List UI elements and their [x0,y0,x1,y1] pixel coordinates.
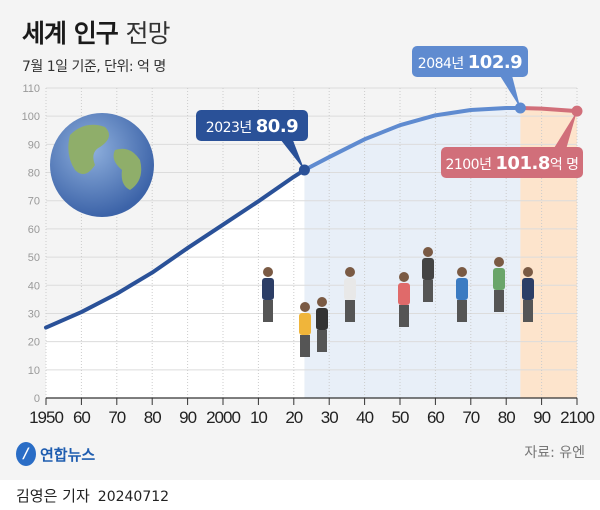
y-tick-label: 80 [28,168,40,180]
chart: 0 10 20 30 40 50 60 70 80 90 100 110 1950 60 70 80 90 200… [22,46,595,427]
byline: 김영은 기자 20240712 [16,485,169,506]
annotation-year: 2100년 [445,157,495,173]
person-legs [399,305,409,327]
line-past [44,168,307,330]
annotation-value: 80.9 [256,116,298,137]
chart-title: 세계 인구 전망 [22,14,170,50]
title-sub: 전망 [125,19,170,48]
x-tick-label: 2000 [206,408,240,427]
annotation-label: 2023년 80.9 [206,116,298,137]
person-body [456,278,468,300]
y-tick-label: 30 [28,308,40,320]
person-body [344,278,356,300]
y-tick-label: 90 [28,139,40,151]
logo-text: 연합뉴스 [40,445,96,464]
person-body [522,278,534,300]
person-legs [523,300,533,322]
y-tick-label: 0 [34,393,40,405]
area-projection [304,108,521,398]
person-head [399,272,409,282]
y-tick-label: 70 [28,196,40,208]
chart-subtitle: 7월 1일 기준, 단위: 억 명 [22,59,166,75]
y-tick-label: 60 [28,224,40,236]
annotation-value: 101.8 [495,153,549,174]
yonhap-logo: / 연합뉴스 [16,442,95,466]
person-head [345,267,355,277]
x-tick-label: 10 [250,408,267,427]
x-tick-label: 20 [285,408,302,427]
annotation-value: 102.9 [468,52,522,73]
title-main: 세계 인구 [22,19,119,48]
person-legs [345,300,355,322]
person-head [457,267,467,277]
annotation-unit: 억 명 [550,157,579,173]
person-legs [423,280,433,302]
x-tick-label: 90 [533,408,550,427]
x-tick-label: 60 [73,408,90,427]
person-body [316,308,328,330]
date: 20240712 [97,489,170,505]
line-late [518,106,579,114]
person-body [422,258,434,280]
y-tick-label: 40 [28,280,40,292]
x-tick-label: 1950 [29,408,63,427]
globe-land [113,148,142,190]
annotation-box [412,46,528,77]
x-tick-label: 90 [179,408,196,427]
area-late [520,108,577,398]
y-tick-label: 100 [22,111,40,123]
person-head [300,302,310,312]
person-head [494,257,504,267]
annotation-year: 2023년 [206,120,256,136]
y-tick-label: 50 [28,252,40,264]
y-tick-label: 10 [28,365,40,377]
person-body [493,268,505,290]
person-head [263,267,273,277]
x-tick-label: 2100 [560,408,594,427]
x-tick-label: 80 [498,408,515,427]
person-legs [263,300,273,322]
person-body [262,278,274,300]
x-tick-label: 80 [144,408,161,427]
x-tick-label: 50 [392,408,409,427]
globe-land [68,124,109,174]
y-tick-label: 20 [28,337,40,349]
annotation-pointer [554,111,577,147]
annotation-pointer [500,76,521,109]
x-tick-label: 60 [427,408,444,427]
person-legs [300,335,310,357]
annotation-box [196,110,308,141]
person-head [523,267,533,277]
person-head [423,247,433,257]
person-legs [317,330,327,352]
x-tick-label: 40 [356,408,373,427]
person-legs [494,290,504,312]
source-note: 자료: 유엔 [524,445,585,461]
person-head [317,297,327,307]
author: 김영은 기자 [16,487,90,505]
person-legs [457,300,467,322]
annotation-box [441,147,583,178]
line-projection [302,106,523,173]
annotation-label: 2100년 101.8억 명 [445,153,578,174]
x-tick-label: 30 [321,408,338,427]
person-body [398,283,410,305]
logo-icon: / [16,442,36,466]
annotation-label: 2084년 102.9 [418,52,522,73]
y-tick-label: 110 [22,83,40,95]
person-body [299,313,311,335]
area-past [46,170,305,398]
annotation-year: 2084년 [418,56,468,72]
x-tick-label: 70 [108,408,125,427]
annotation-pointer [280,140,305,171]
x-tick-label: 70 [462,408,479,427]
